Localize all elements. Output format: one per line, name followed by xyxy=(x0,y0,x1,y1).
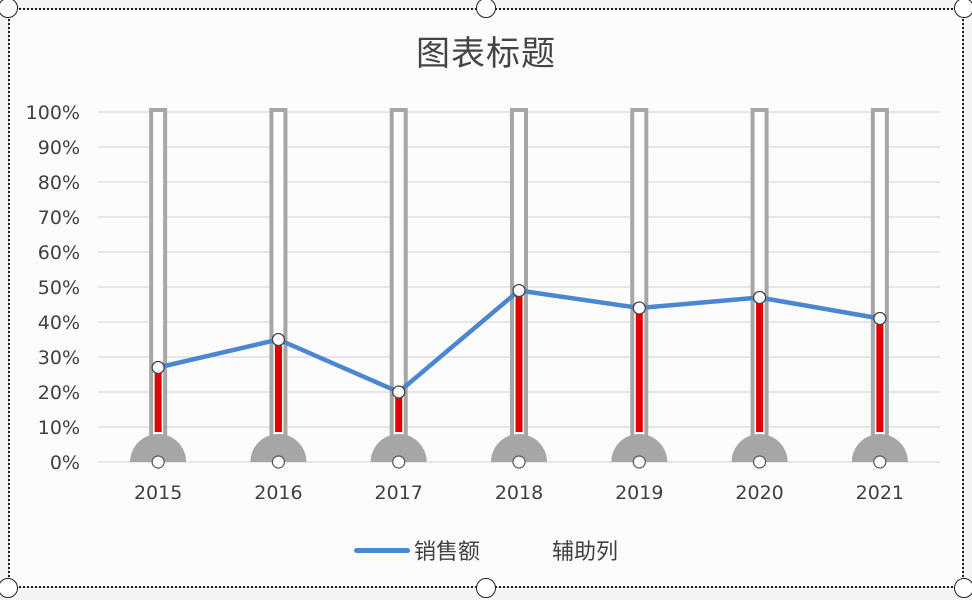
thermometer-bulb xyxy=(130,434,187,462)
x-axis-tick-label: 2018 xyxy=(495,482,543,504)
data-point-marker[interactable] xyxy=(873,311,887,326)
thermometer-bulb xyxy=(731,434,788,462)
y-axis-tick-label: 80% xyxy=(38,172,80,194)
x-axis-tick-label: 2019 xyxy=(615,482,663,504)
y-axis-tick-label: 40% xyxy=(38,312,80,334)
data-point-marker[interactable] xyxy=(752,290,767,305)
data-point-marker[interactable] xyxy=(151,360,165,375)
legend-item-helper[interactable]: 辅助列 xyxy=(552,534,618,566)
base-marker xyxy=(873,455,887,469)
thermometer-fill[interactable] xyxy=(515,290,523,433)
x-axis-tick-label: 2015 xyxy=(134,482,182,504)
y-axis-tick-label: 100% xyxy=(26,102,80,124)
base-marker xyxy=(512,455,526,469)
legend-label-sales: 销售额 xyxy=(413,540,480,565)
resize-handle-bottom-left[interactable] xyxy=(0,578,18,598)
chart-title[interactable]: 图表标题 xyxy=(416,34,556,74)
data-point-marker[interactable] xyxy=(512,283,526,298)
y-axis-tick-label: 90% xyxy=(38,137,80,159)
base-marker xyxy=(392,455,406,469)
thermometer-bulb xyxy=(250,434,307,462)
resize-handle-top-right[interactable] xyxy=(954,0,972,18)
base-marker xyxy=(271,455,286,469)
resize-handle-bottom-right[interactable] xyxy=(954,578,972,598)
thermometer-bulb xyxy=(491,434,547,462)
thermometer-fill[interactable] xyxy=(154,367,162,433)
y-axis-tick-label: 60% xyxy=(38,242,80,264)
y-axis-tick-label: 10% xyxy=(38,417,80,439)
y-axis-tick-label: 70% xyxy=(38,207,80,229)
thermometer-fill[interactable] xyxy=(635,308,643,432)
legend-label-helper: 辅助列 xyxy=(552,540,619,565)
thermometer-fill[interactable] xyxy=(395,392,403,432)
thermometer-bulb xyxy=(611,434,668,462)
base-marker xyxy=(752,455,767,469)
x-axis-tick-label: 2017 xyxy=(375,482,423,504)
thermometer-fill[interactable] xyxy=(274,339,282,433)
y-axis-tick-label: 30% xyxy=(38,347,80,369)
y-axis-tick-label: 0% xyxy=(50,452,80,474)
chart-area[interactable] xyxy=(8,8,964,588)
resize-handle-top[interactable] xyxy=(476,0,496,18)
x-axis-tick-label: 2016 xyxy=(254,482,302,504)
resize-handle-bottom[interactable] xyxy=(476,578,496,598)
thermometer-fill[interactable] xyxy=(876,318,884,433)
y-axis-tick-label: 20% xyxy=(38,382,80,404)
base-marker xyxy=(151,455,165,469)
x-axis-tick-label: 2020 xyxy=(735,482,783,504)
thermometer-bulb xyxy=(370,434,427,462)
thermometer-fill[interactable] xyxy=(756,297,764,433)
y-axis-tick-label: 50% xyxy=(38,277,80,299)
legend-line-swatch xyxy=(353,547,410,553)
base-marker xyxy=(632,455,646,469)
resize-handle-top-left[interactable] xyxy=(0,0,18,18)
thermometer-bulb xyxy=(851,434,908,462)
legend-item-sales[interactable]: 销售额 xyxy=(353,534,480,566)
legend[interactable]: 销售额 辅助列 xyxy=(0,534,972,566)
x-axis-tick-label: 2021 xyxy=(856,482,904,504)
data-point-marker[interactable] xyxy=(271,332,286,347)
data-point-marker[interactable] xyxy=(392,385,406,399)
data-point-marker[interactable] xyxy=(632,301,646,315)
